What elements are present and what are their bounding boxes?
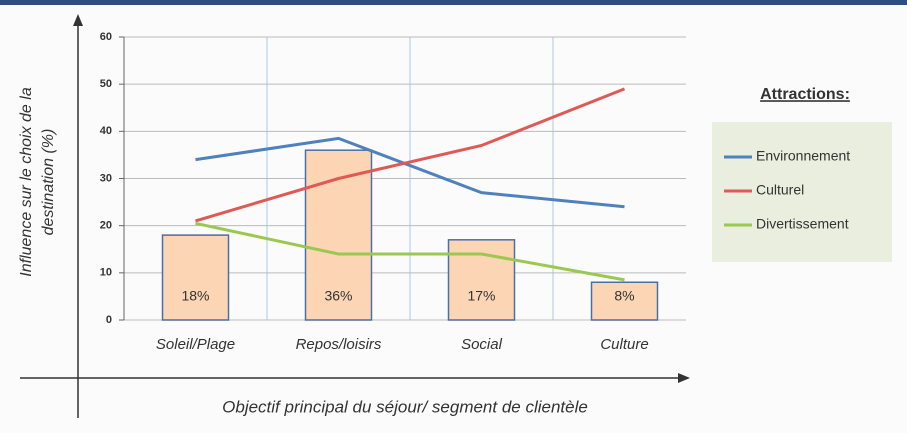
y-tick-label: 50 — [100, 78, 112, 90]
line-series — [195, 87, 626, 223]
x-tick-label: Social — [461, 336, 503, 353]
line-series — [195, 136, 625, 209]
arrow — [678, 373, 690, 383]
bar-label: 17% — [467, 288, 495, 304]
legend-label: Environnement — [756, 148, 850, 164]
x-axis-label: Objectif principal du séjour/ segment de… — [222, 397, 588, 416]
y-tick-label: 10 — [100, 267, 112, 279]
y-tick-label: 60 — [100, 31, 112, 43]
y-tick-label: 30 — [100, 172, 112, 184]
y-axis-label: Influence sur le choix de la — [18, 87, 35, 277]
y-tick-label: 20 — [100, 220, 112, 232]
bar — [161, 234, 230, 321]
bar-label: 18% — [181, 288, 209, 304]
y-axis-label: destination (%) — [40, 129, 57, 236]
bar-label: 36% — [324, 288, 352, 304]
bar-label: 8% — [614, 288, 634, 304]
y-tick-label: 40 — [100, 125, 112, 137]
x-tick-label: Culture — [600, 336, 648, 353]
bar — [590, 281, 659, 321]
y-tick-label: 0 — [106, 314, 112, 326]
top-border — [0, 0, 907, 5]
bar — [447, 239, 516, 321]
legend-label: Divertissement — [756, 216, 849, 232]
legend-label: Culturel — [756, 182, 804, 198]
arrow — [73, 14, 83, 26]
x-tick-label: Soleil/Plage — [156, 336, 235, 353]
x-tick-label: Repos/loisirs — [296, 336, 382, 353]
line-series — [195, 221, 625, 282]
legend-title: Attractions: — [760, 86, 850, 103]
